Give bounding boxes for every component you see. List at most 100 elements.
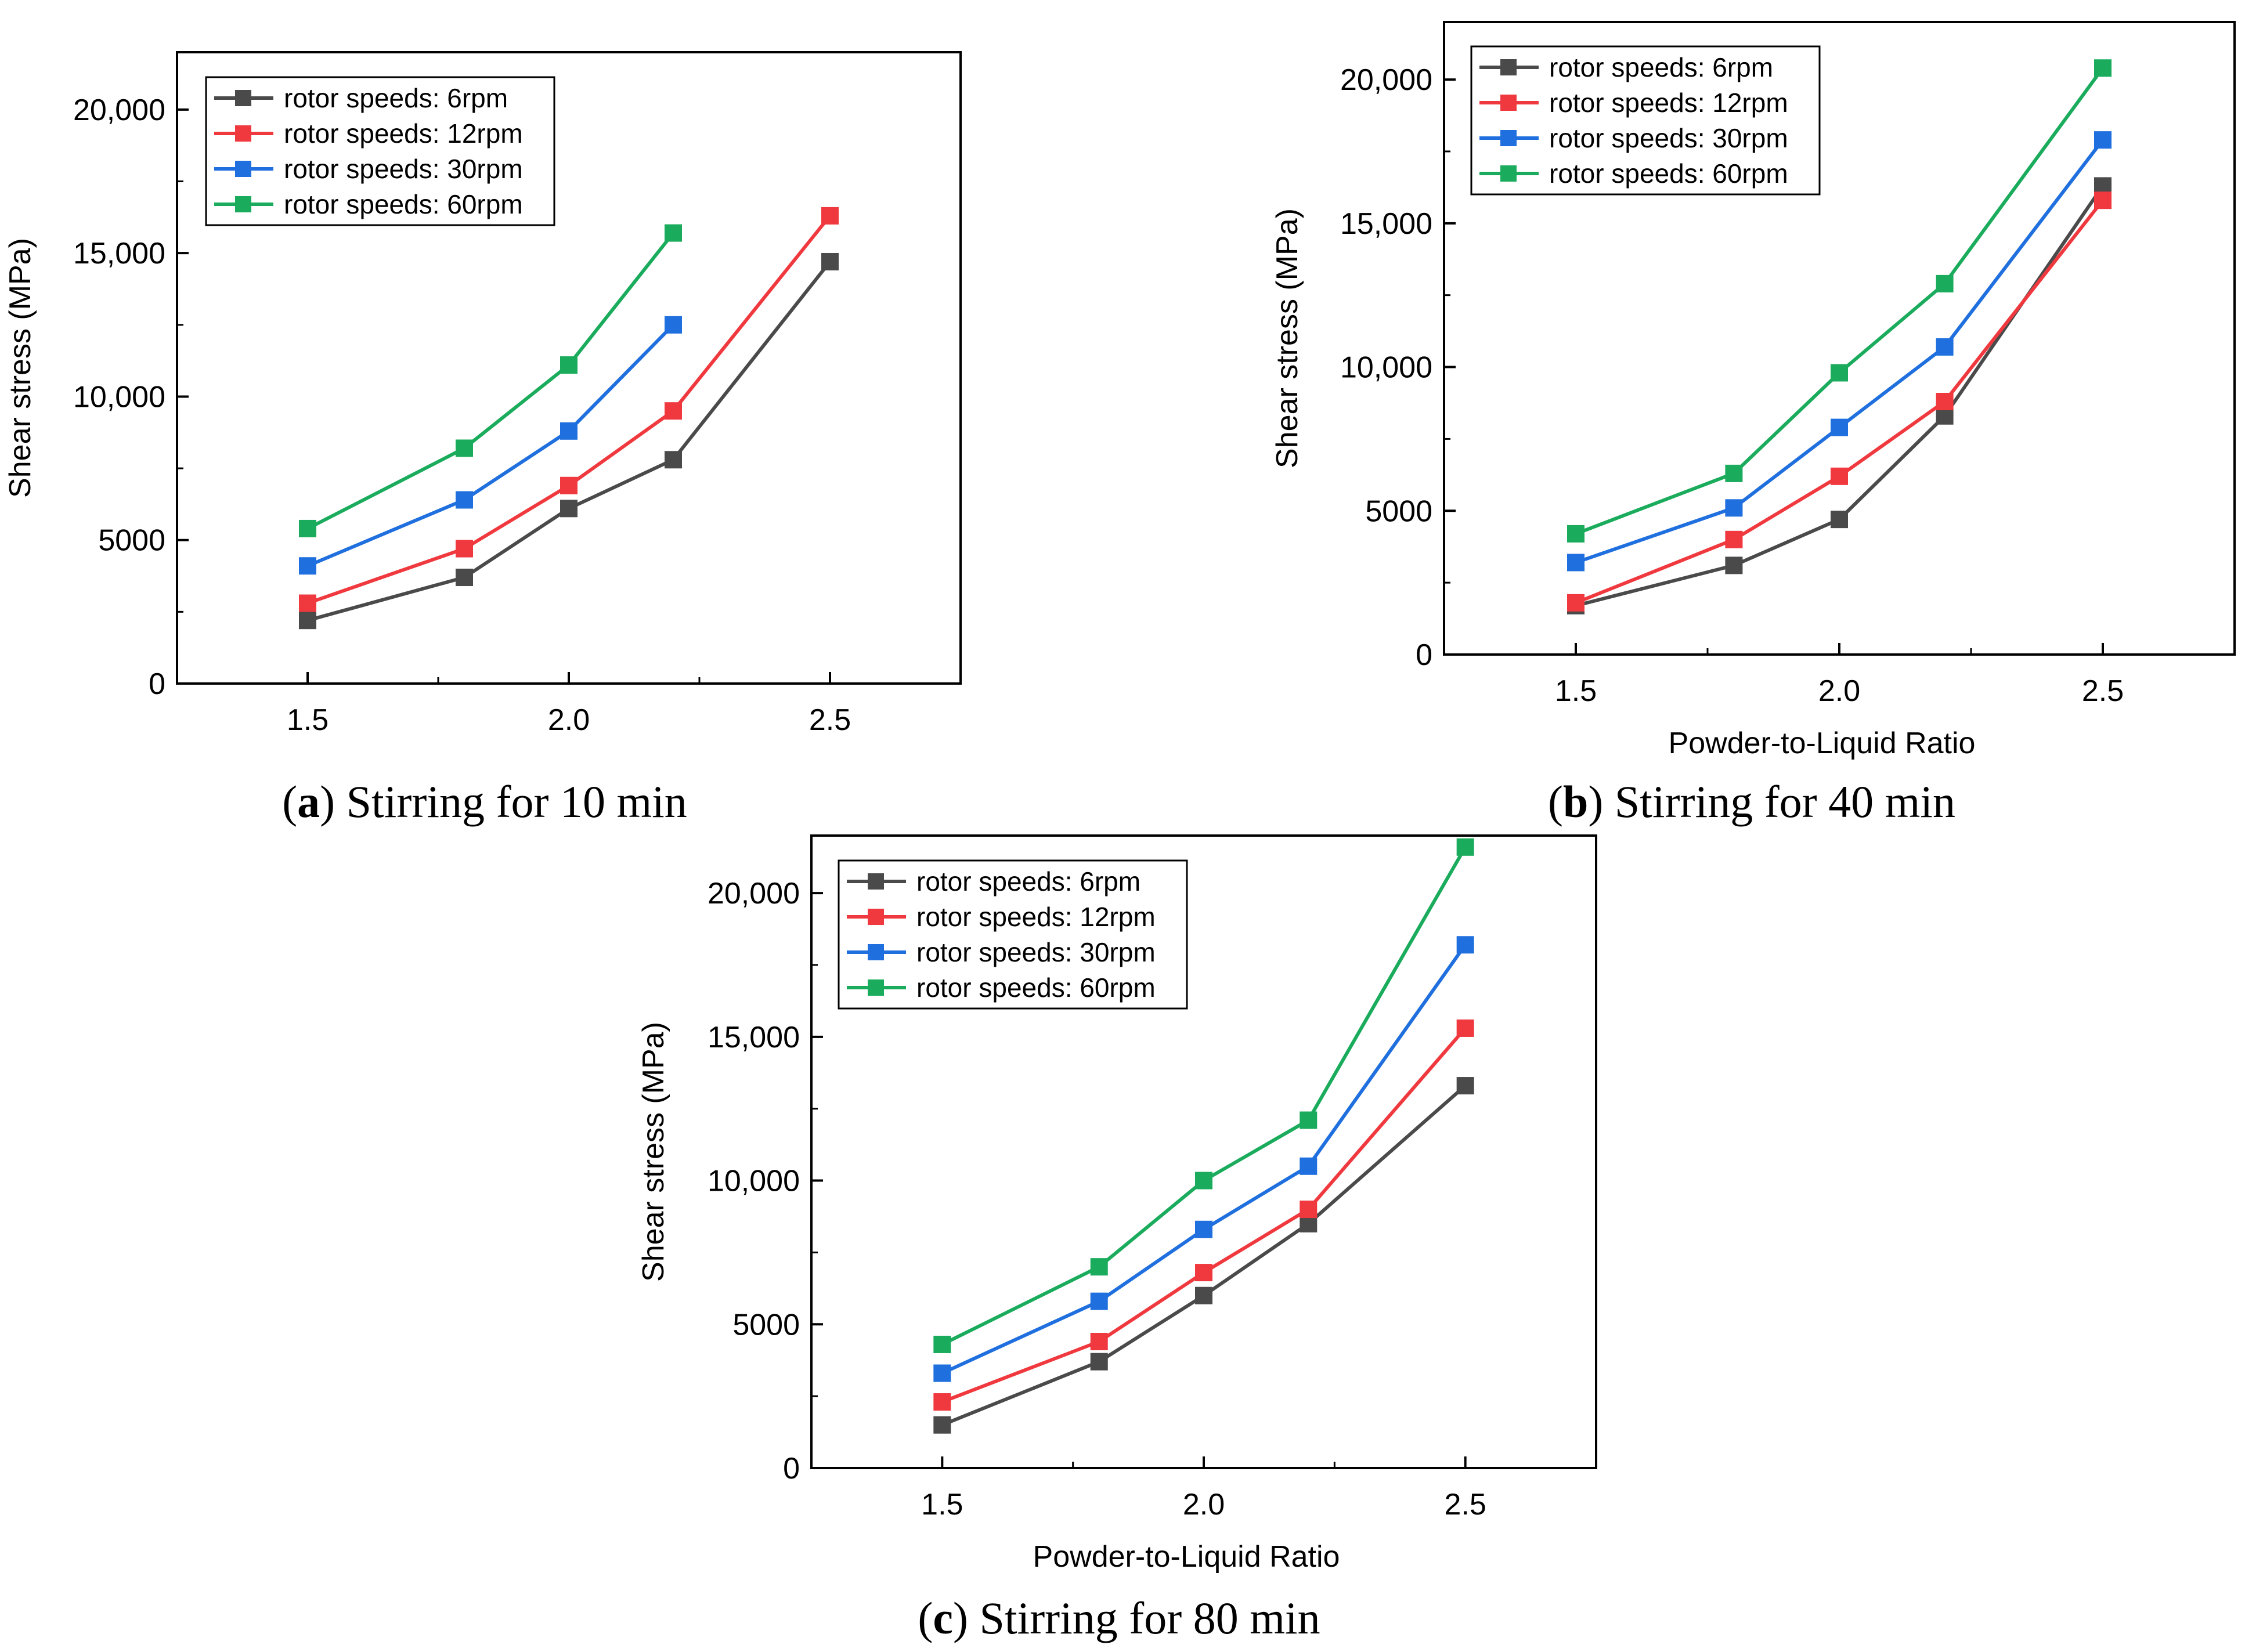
legend-label: rotor speeds: 6rpm <box>284 83 508 113</box>
caption-text: Stirring for 10 min <box>347 776 687 827</box>
data-point <box>1090 1292 1108 1310</box>
data-point <box>299 557 316 575</box>
caption-text: Stirring for 40 min <box>1615 776 1955 827</box>
data-point <box>2094 191 2112 209</box>
x-tick-label: 2.0 <box>548 703 590 737</box>
data-point <box>1300 1157 1318 1175</box>
x-tick-label: 1.5 <box>921 1488 963 1521</box>
caption-letter: c <box>933 1593 953 1643</box>
data-point <box>560 476 578 494</box>
legend: rotor speeds: 6rpm rotor speeds: 12rpm rot… <box>838 859 1188 1010</box>
data-point <box>456 540 473 558</box>
series-3 <box>933 936 1474 1382</box>
data-point <box>665 316 682 334</box>
data-point <box>1456 1019 1474 1037</box>
y-tick-label: 20,000 <box>708 877 800 910</box>
series-line <box>1575 139 2105 565</box>
legend-label: rotor speeds: 12rpm <box>284 118 523 149</box>
data-point <box>1195 1286 1212 1304</box>
legend-label: rotor speeds: 60rpm <box>916 973 1156 1003</box>
legend-label: rotor speeds: 12rpm <box>916 902 1156 932</box>
series-line <box>941 1026 1467 1404</box>
data-point <box>1456 838 1474 856</box>
data-point <box>1090 1353 1108 1371</box>
legend-label: rotor speeds: 30rpm <box>1549 123 1788 153</box>
data-point <box>1195 1264 1212 1282</box>
data-point <box>821 207 839 225</box>
legend-box <box>838 859 1188 1010</box>
data-point <box>560 422 578 440</box>
legend-box <box>205 76 555 226</box>
caption-paren: ) <box>953 1593 979 1643</box>
data-point <box>1936 338 1954 356</box>
data-point <box>1456 936 1474 954</box>
series-line <box>306 232 675 530</box>
caption-letter: b <box>1563 776 1588 827</box>
legend-label: rotor speeds: 12rpm <box>1549 88 1788 118</box>
data-point <box>1725 464 1743 482</box>
x-axis-title: Powder-to-Liquid Ratio <box>1669 726 1976 760</box>
y-tick-label: 5000 <box>98 524 165 558</box>
data-point <box>665 451 682 469</box>
y-tick-label: 0 <box>783 1452 800 1485</box>
chart-panel-a: 0 5000 10,000 15,000 20,000 1.5 2.0 2.5 Shear st… <box>3 51 962 827</box>
series-line <box>307 215 832 605</box>
y-tick-label: 15,000 <box>73 237 165 270</box>
y-tick-label: 0 <box>1416 638 1432 672</box>
data-point <box>1831 511 1848 529</box>
series-line <box>306 323 675 568</box>
legend: rotor speeds: 6rpm rotor speeds: 12rpm rot… <box>205 76 555 226</box>
legend-label: rotor speeds: 6rpm <box>916 866 1140 897</box>
y-tick-label: 20,000 <box>73 93 165 127</box>
x-tick-label: 2.5 <box>2082 674 2124 708</box>
y-tick-label: 5000 <box>732 1308 800 1342</box>
data-point <box>665 402 682 420</box>
series-4 <box>1567 59 2112 543</box>
data-point <box>299 612 316 630</box>
legend-label: rotor speeds: 60rpm <box>284 189 523 219</box>
series-3 <box>299 316 682 575</box>
legend-marker <box>1500 59 1517 75</box>
x-tick-label: 2.0 <box>1183 1488 1225 1521</box>
data-point <box>1300 1111 1318 1129</box>
y-tick-label: 10,000 <box>708 1165 800 1198</box>
panel-caption: (b) Stirring for 40 min <box>1548 776 1955 827</box>
legend-box <box>1470 45 1821 196</box>
series-1 <box>299 253 839 630</box>
panel-caption: (c) Stirring for 80 min <box>918 1593 1320 1643</box>
data-point <box>1831 364 1848 382</box>
y-axis-title: Shear stress (MPa) <box>637 1022 670 1282</box>
y-axis-title: Shear stress (MPa) <box>3 238 37 498</box>
legend-marker <box>235 196 251 212</box>
series-line <box>1575 199 2105 605</box>
series-2 <box>299 207 839 612</box>
series-2 <box>933 1019 1474 1411</box>
data-point <box>560 500 578 518</box>
data-point <box>1831 467 1848 485</box>
data-point <box>560 356 578 374</box>
series-line <box>1575 185 2105 608</box>
caption-text: Stirring for 80 min <box>979 1593 1320 1643</box>
legend-marker <box>1500 95 1517 111</box>
chart-panel-c: 0 5000 10,000 15,000 20,000 1.5 2.0 2.5 Shear st… <box>637 834 1597 1643</box>
legend-marker <box>868 909 884 925</box>
data-point <box>1090 1258 1108 1276</box>
data-point <box>1725 556 1743 574</box>
panel-caption: (a) Stirring for 10 min <box>282 776 687 827</box>
series-1 <box>1567 177 2112 614</box>
legend-marker <box>235 161 251 177</box>
legend-label: rotor speeds: 30rpm <box>284 154 523 184</box>
data-point <box>1300 1201 1318 1219</box>
data-point <box>1725 530 1743 548</box>
caption-letter: a <box>297 776 320 827</box>
legend-marker <box>1500 165 1517 182</box>
x-tick-label: 2.5 <box>809 703 851 737</box>
data-point <box>456 491 473 509</box>
data-point <box>1725 499 1743 517</box>
caption-paren: ) <box>1588 776 1614 827</box>
x-tick-label: 1.5 <box>287 703 329 737</box>
data-point <box>1567 554 1585 572</box>
y-tick-label: 0 <box>149 667 165 701</box>
data-point <box>1831 418 1848 436</box>
